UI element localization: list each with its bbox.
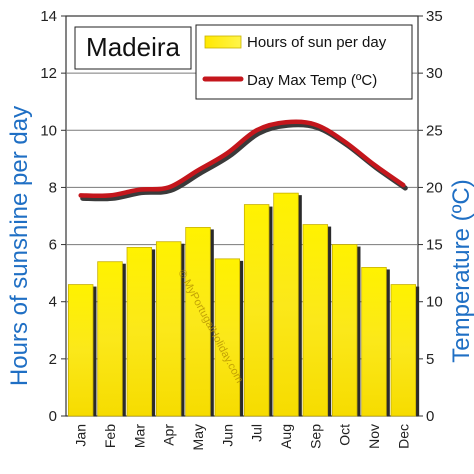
x-tick-label: Mar	[131, 424, 147, 448]
sunshine-bar	[390, 284, 417, 417]
x-tick-label: Jun	[219, 424, 235, 447]
y2-tick-label: 30	[426, 65, 443, 82]
x-tick-label: Nov	[366, 424, 382, 449]
sunshine-bars	[67, 192, 420, 417]
y-tick-label: 8	[49, 179, 57, 196]
y2-tick-label: 25	[426, 122, 443, 139]
y2-axis-title: Temperature (ºC)	[448, 179, 474, 362]
x-tick-label: Oct	[337, 424, 353, 446]
legend-swatch-sun	[204, 35, 242, 49]
y-tick-label: 14	[40, 8, 57, 25]
y-tick-label: 4	[49, 294, 57, 311]
title-box: Madeira	[74, 26, 192, 70]
x-tick-label: Jan	[73, 424, 89, 447]
sunshine-bar	[361, 267, 387, 417]
y2-tick-label: 0	[426, 408, 434, 425]
x-tick-label: Aug	[278, 424, 294, 449]
sunshine-bar	[214, 258, 241, 417]
chart-title: Madeira	[86, 32, 180, 62]
temperature-line	[78, 119, 406, 199]
y-tick-label: 0	[49, 408, 57, 425]
sunshine-bar	[97, 261, 123, 417]
x-tick-label: Apr	[161, 424, 177, 446]
y-tick-label: 6	[49, 237, 57, 254]
title-box-frame	[74, 26, 192, 70]
sunshine-bar	[155, 241, 182, 417]
y-tick-label: 2	[49, 351, 57, 368]
sunshine-bar	[243, 204, 270, 417]
y-tick-label: 10	[40, 122, 57, 139]
sunshine-bar	[185, 227, 211, 417]
sunshine-bar	[331, 244, 358, 417]
y2-tick-label: 10	[426, 294, 443, 311]
y2-tick-label: 5	[426, 351, 434, 368]
sunshine-bar	[273, 192, 299, 417]
x-tick-label: Sep	[307, 424, 323, 449]
sunshine-bar	[302, 224, 329, 417]
y2-tick-label: 15	[426, 237, 443, 254]
sunshine-bar	[126, 247, 153, 417]
y2-tick-label: 35	[426, 8, 443, 25]
legend: Hours of sun per day Day Max Temp (ºC)	[195, 24, 413, 100]
right-axis-ticks: 0 5 10 15 20 25 30 35	[418, 8, 443, 425]
y2-tick-label: 20	[426, 179, 443, 196]
x-tick-label: May	[190, 424, 206, 450]
legend-label-sun: Hours of sun per day	[247, 34, 387, 51]
legend-label-temp: Day Max Temp (ºC)	[247, 72, 377, 89]
left-axis-ticks: 0 2 4 6 8 10 12 14	[40, 8, 66, 425]
y-axis-title: Hours of sunshine per day	[6, 106, 33, 386]
temperature-line-group	[78, 119, 408, 202]
month-labels: Jan Feb Mar Apr May Jun Jul Aug Sep Oct Nov Dec	[73, 424, 412, 451]
x-tick-label: Feb	[102, 424, 118, 448]
x-tick-label: Jul	[249, 424, 265, 442]
y-tick-label: 12	[40, 65, 57, 82]
x-tick-label: Dec	[395, 424, 411, 449]
sunshine-bar	[67, 284, 94, 417]
